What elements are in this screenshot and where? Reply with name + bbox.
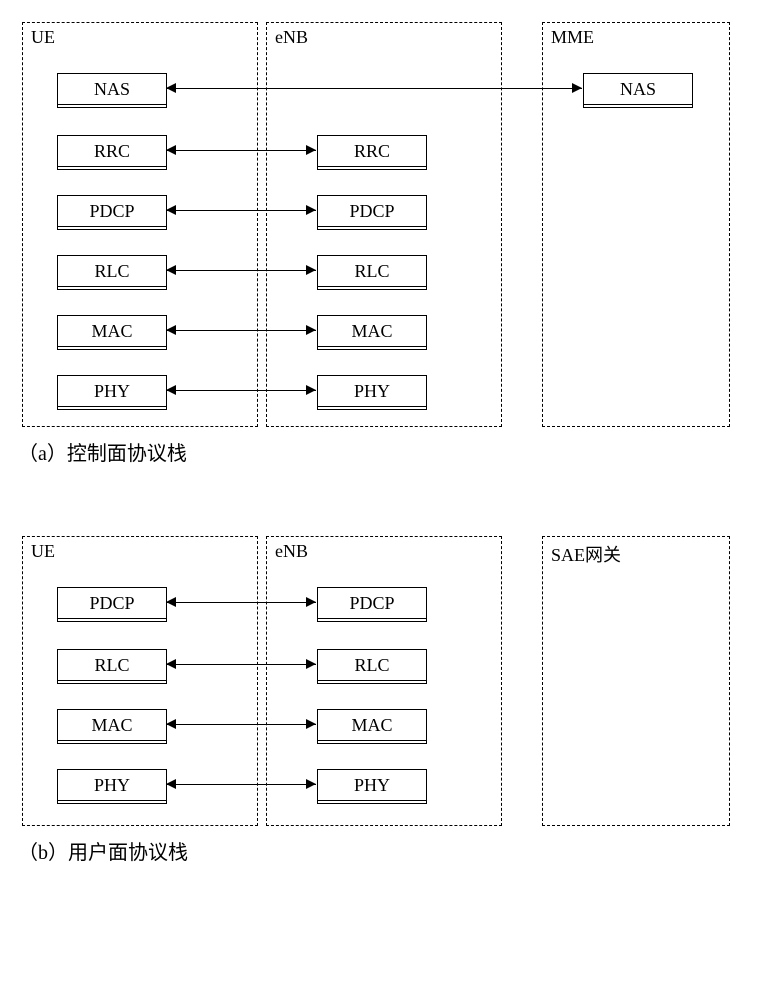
arrow-mac xyxy=(166,330,316,331)
entity-ue: UE PDCP RLC MAC PHY xyxy=(22,536,258,826)
entity-label-sae: SAE网关 xyxy=(551,541,621,567)
entity-enb: eNB RRC PDCP RLC MAC PHY xyxy=(266,22,502,427)
arrowhead-left-icon xyxy=(166,205,176,215)
entity-mme: MME NAS xyxy=(542,22,730,427)
layer-ue-rlc: RLC xyxy=(57,649,167,681)
layer-ue-phy: PHY xyxy=(57,769,167,801)
layer-ue-rlc: RLC xyxy=(57,255,167,287)
layer-mme-nas: NAS xyxy=(583,73,693,105)
layer-enb-mac: MAC xyxy=(317,315,427,347)
arrow-pdcp xyxy=(166,602,316,603)
control-plane-diagram: UE NAS RRC PDCP RLC MAC PHY eNB RRC PDCP… xyxy=(18,22,742,427)
arrowhead-right-icon xyxy=(306,719,316,729)
entity-sae-gw: SAE网关 xyxy=(542,536,730,826)
layer-enb-pdcp: PDCP xyxy=(317,587,427,619)
arrowhead-right-icon xyxy=(572,83,582,93)
arrowhead-left-icon xyxy=(166,83,176,93)
arrowhead-right-icon xyxy=(306,325,316,335)
layer-enb-rlc: RLC xyxy=(317,649,427,681)
layer-enb-phy: PHY xyxy=(317,375,427,407)
arrow-rlc xyxy=(166,664,316,665)
layer-ue-nas: NAS xyxy=(57,73,167,105)
arrowhead-right-icon xyxy=(306,265,316,275)
arrow-phy xyxy=(166,390,316,391)
arrow-pdcp xyxy=(166,210,316,211)
arrow-rrc xyxy=(166,150,316,151)
arrowhead-left-icon xyxy=(166,265,176,275)
caption-text: 控制面协议栈 xyxy=(67,443,187,465)
arrowhead-left-icon xyxy=(166,719,176,729)
layer-enb-pdcp: PDCP xyxy=(317,195,427,227)
arrowhead-right-icon xyxy=(306,145,316,155)
arrow-nas xyxy=(166,88,582,89)
layer-ue-rrc: RRC xyxy=(57,135,167,167)
entity-ue: UE NAS RRC PDCP RLC MAC PHY xyxy=(22,22,258,427)
arrowhead-left-icon xyxy=(166,325,176,335)
caption-prefix: （a） xyxy=(18,443,67,465)
arrow-mac xyxy=(166,724,316,725)
arrowhead-right-icon xyxy=(306,779,316,789)
layer-enb-rlc: RLC xyxy=(317,255,427,287)
layer-ue-phy: PHY xyxy=(57,375,167,407)
arrowhead-left-icon xyxy=(166,597,176,607)
arrowhead-left-icon xyxy=(166,145,176,155)
arrowhead-right-icon xyxy=(306,385,316,395)
layer-enb-rrc: RRC xyxy=(317,135,427,167)
arrowhead-left-icon xyxy=(166,779,176,789)
layer-ue-pdcp: PDCP xyxy=(57,195,167,227)
arrow-phy xyxy=(166,784,316,785)
spacer xyxy=(18,466,742,536)
entity-label-enb: eNB xyxy=(275,541,308,562)
arrowhead-right-icon xyxy=(306,205,316,215)
entity-label-enb: eNB xyxy=(275,27,308,48)
layer-enb-mac: MAC xyxy=(317,709,427,741)
layer-ue-mac: MAC xyxy=(57,709,167,741)
arrow-rlc xyxy=(166,270,316,271)
entity-enb: eNB PDCP RLC MAC PHY xyxy=(266,536,502,826)
entity-label-ue: UE xyxy=(31,541,55,562)
caption-control-plane: （a）控制面协议栈 xyxy=(18,437,742,466)
arrowhead-left-icon xyxy=(166,659,176,669)
arrowhead-right-icon xyxy=(306,597,316,607)
layer-ue-mac: MAC xyxy=(57,315,167,347)
caption-prefix: （b） xyxy=(18,842,68,864)
arrowhead-right-icon xyxy=(306,659,316,669)
entity-label-ue: UE xyxy=(31,27,55,48)
user-plane-diagram: UE PDCP RLC MAC PHY eNB PDCP RLC MAC PHY… xyxy=(18,536,742,826)
layer-ue-pdcp: PDCP xyxy=(57,587,167,619)
caption-text: 用户面协议栈 xyxy=(68,842,188,864)
entity-label-mme: MME xyxy=(551,27,594,48)
caption-user-plane: （b）用户面协议栈 xyxy=(18,836,742,865)
layer-enb-phy: PHY xyxy=(317,769,427,801)
arrowhead-left-icon xyxy=(166,385,176,395)
